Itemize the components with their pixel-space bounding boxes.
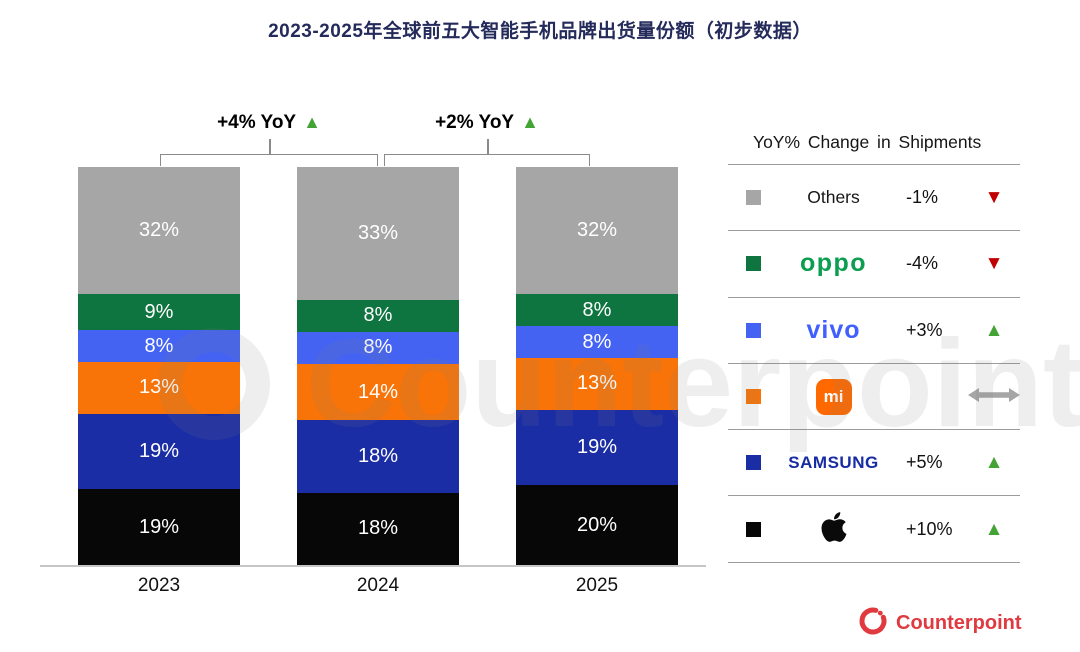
triangle-up-icon: ▲ <box>984 452 1004 474</box>
oppo-logo: oppo <box>799 249 868 278</box>
segment-oppo-2025: 8% <box>516 294 678 327</box>
triangle-up-icon: ▲ <box>984 319 1004 341</box>
legend-row-samsung: SAMSUNG +5% ▲ <box>728 430 1020 497</box>
legend-row-oppo: oppo -4% ▼ <box>728 231 1020 298</box>
segment-xiaomi-2023: 13% <box>78 362 240 414</box>
yoy-annotation-2024-2025: +2% YoY ▲ <box>384 112 590 168</box>
x-axis-line <box>40 565 706 567</box>
segment-label: 9% <box>144 300 174 323</box>
legend-square-apple <box>746 521 761 537</box>
yoy-annotation-2023-2024: +4% YoY ▲ <box>160 112 378 168</box>
segment-label: 8% <box>363 304 393 327</box>
bracket-stem <box>487 139 489 154</box>
segment-label: 8% <box>582 298 612 321</box>
xiaomi-logo: mi <box>815 378 852 415</box>
segment-xiaomi-2024: 14% <box>297 363 459 421</box>
segment-label: 14% <box>357 380 399 403</box>
triangle-up-icon: ▲ <box>303 112 321 132</box>
bars: 32% 9% 8% 13% 19% 19% 33% 8% 8% 14% 18% 18% 32% 8% 8% 1… <box>78 167 678 565</box>
apple-logo <box>820 510 848 549</box>
segment-label: 19% <box>138 440 180 463</box>
samsung-logo: SAMSUNG <box>788 452 879 472</box>
vivo-logo: vivo <box>806 315 861 344</box>
segment-xiaomi-2025: 13% <box>516 358 678 410</box>
legend-change-oppo: -4% <box>906 253 939 274</box>
segment-label: 19% <box>138 515 180 538</box>
legend-change-apple: +10% <box>906 518 953 539</box>
segment-label: 19% <box>576 436 618 459</box>
bar-2025: 32% 8% 8% 13% 19% 20% <box>516 167 678 565</box>
legend-square-oppo <box>746 256 761 272</box>
x-axis-label-2023: 2023 <box>137 575 181 596</box>
legend-square-samsung <box>746 455 761 471</box>
segment-label: 18% <box>357 444 399 467</box>
bracket-line <box>160 154 378 166</box>
segment-label: 13% <box>576 372 618 395</box>
segment-others-2025: 32% <box>516 167 678 295</box>
legend-square-vivo <box>746 322 761 338</box>
segment-label: 32% <box>576 219 618 242</box>
segment-samsung-2024: 18% <box>297 420 459 493</box>
x-axis-labels: 2023 2024 2025 <box>78 575 678 597</box>
segment-vivo-2024: 8% <box>297 331 459 364</box>
segment-others-2023: 32% <box>78 167 240 295</box>
segment-label: 8% <box>582 330 612 353</box>
segment-label: 8% <box>363 336 393 359</box>
legend-row-others: Others -1% ▼ <box>728 165 1020 232</box>
segment-apple-2024: 18% <box>297 492 459 565</box>
yoy-label: +2% YoY <box>435 112 515 133</box>
counterpoint-mark-icon <box>858 606 888 641</box>
bar-2023: 32% 9% 8% 13% 19% 19% <box>78 167 240 565</box>
yoy-label: +4% YoY <box>217 112 297 133</box>
legend-row-vivo: vivo +3% ▲ <box>728 298 1020 364</box>
legend-change-others: -1% <box>906 187 939 208</box>
legend-change-vivo: +3% <box>906 319 943 340</box>
x-axis-label-2025: 2025 <box>575 575 619 596</box>
bracket-line <box>384 154 590 166</box>
legend-brand-others: Others <box>807 187 860 208</box>
legend-rows: Others -1% ▼ oppo -4% ▼ vivo +3% ▲ mi <box>728 164 1020 563</box>
counterpoint-wordmark: Counterpoint <box>896 612 1022 634</box>
segment-label: 18% <box>357 517 399 540</box>
segment-vivo-2023: 8% <box>78 330 240 363</box>
segment-oppo-2024: 8% <box>297 299 459 332</box>
segment-vivo-2025: 8% <box>516 326 678 359</box>
legend-square-others <box>746 190 761 206</box>
segment-samsung-2025: 19% <box>516 409 678 486</box>
bar-2024: 33% 8% 8% 14% 18% 18% <box>297 167 459 565</box>
segment-oppo-2023: 9% <box>78 294 240 331</box>
segment-label: 13% <box>138 376 180 399</box>
yoy-annotation-text: +2% YoY ▲ <box>384 112 590 134</box>
bracket-stem <box>269 139 271 154</box>
segment-apple-2023: 19% <box>78 489 240 565</box>
legend-change-samsung: +5% <box>906 452 943 473</box>
legend-row-xiaomi: mi <box>728 364 1020 431</box>
segment-others-2024: 33% <box>297 167 459 300</box>
legend-panel: YoY% Change in Shipments Others -1% ▼ op… <box>728 120 1020 563</box>
segment-apple-2025: 20% <box>516 485 678 565</box>
triangle-down-icon: ▼ <box>984 187 1004 209</box>
counterpoint-logo: Counterpoint <box>858 606 1022 641</box>
segment-label: 8% <box>144 334 174 357</box>
segment-label: 33% <box>357 221 399 244</box>
legend-square-xiaomi <box>746 389 761 405</box>
segment-label: 20% <box>576 513 618 536</box>
triangle-up-icon: ▲ <box>521 112 539 132</box>
segment-samsung-2023: 19% <box>78 413 240 490</box>
xiaomi-logo-text: mi <box>823 386 844 406</box>
x-axis-label-2024: 2024 <box>356 575 400 596</box>
triangle-up-icon: ▲ <box>984 518 1004 540</box>
flat-arrow-icon <box>968 387 1020 407</box>
triangle-down-icon: ▼ <box>984 253 1004 275</box>
chart-title: 2023-2025年全球前五大智能手机品牌出货量份额（初步数据） <box>268 21 812 42</box>
legend-header: YoY% Change in Shipments <box>753 131 982 152</box>
segment-label: 32% <box>138 219 180 242</box>
legend-row-apple: +10% ▲ <box>728 496 1020 563</box>
yoy-annotation-text: +4% YoY ▲ <box>160 112 378 134</box>
